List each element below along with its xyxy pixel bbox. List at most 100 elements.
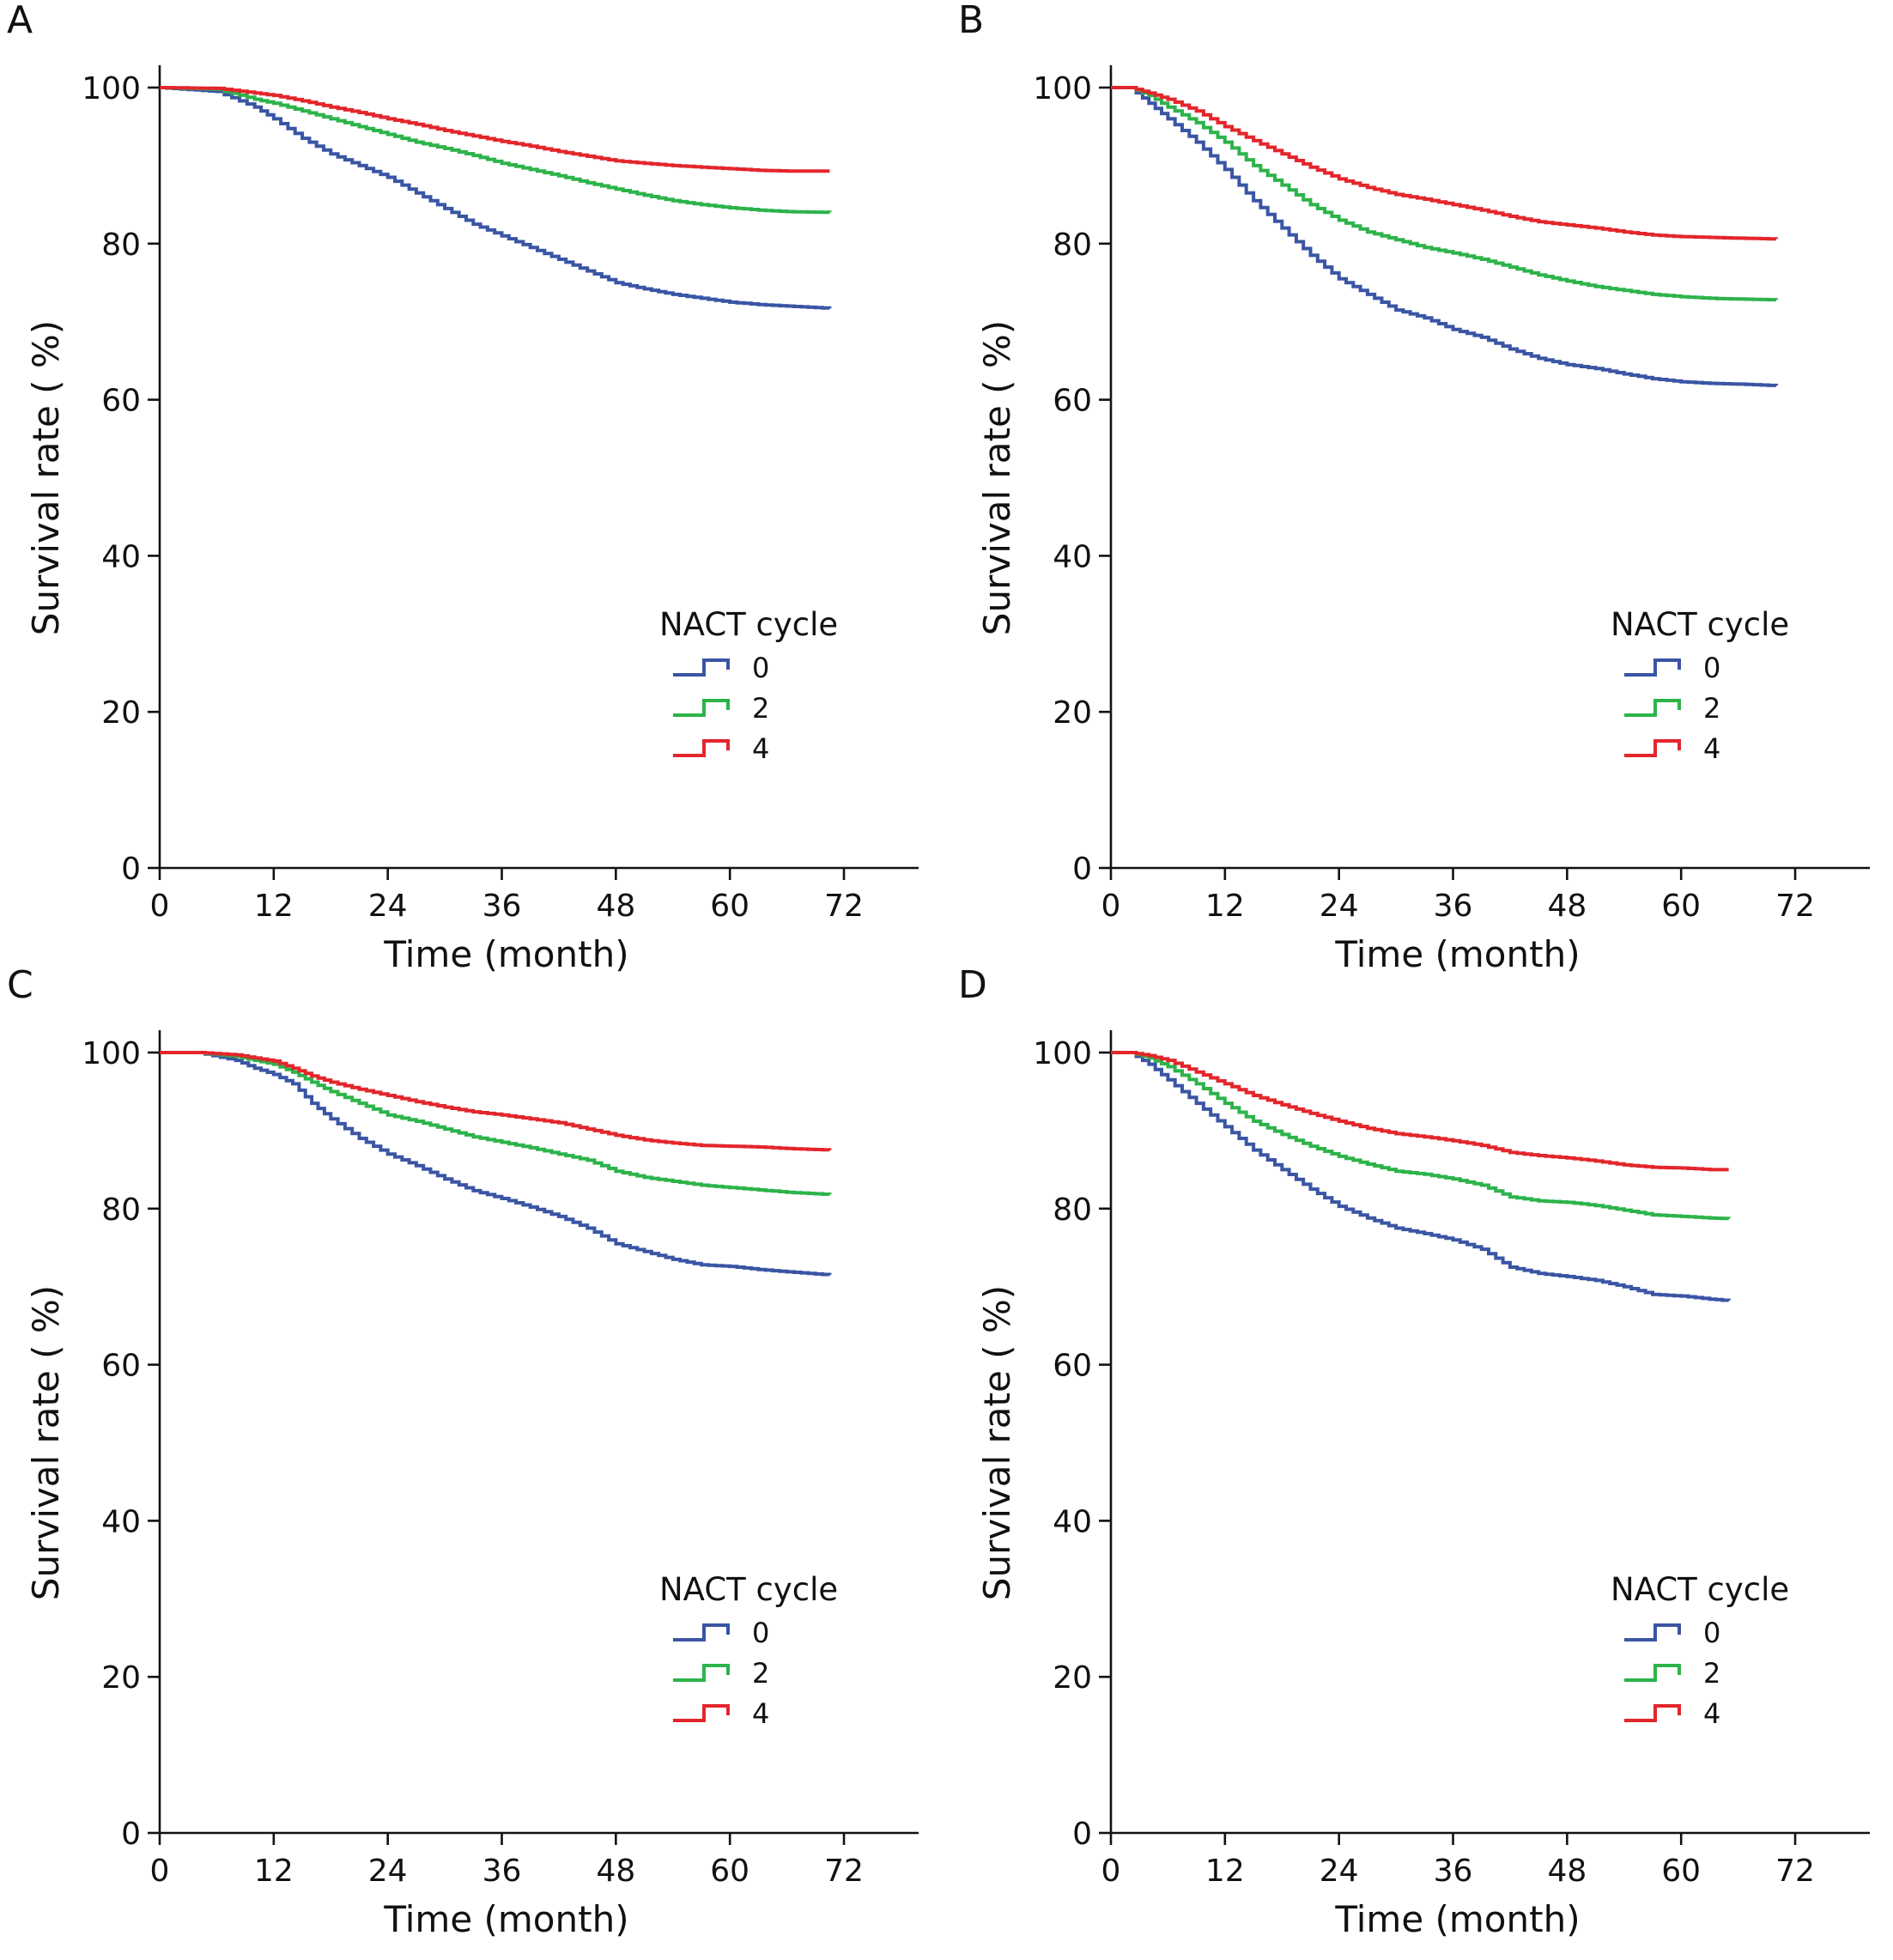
x-tick-label: 72 (824, 1854, 864, 1889)
y-tick-label: 20 (101, 695, 141, 731)
legend-title: NACT cycle (659, 1571, 838, 1608)
legend-key-0 (1624, 658, 1681, 677)
km-curve-nact-0 (1111, 1051, 1731, 1302)
y-tick-label: 0 (1072, 852, 1092, 887)
legend-key-2 (673, 1664, 730, 1682)
legend-label: 4 (752, 732, 769, 765)
legend-key-4 (1624, 1704, 1681, 1722)
legend-label: 0 (752, 1617, 769, 1649)
panel-letter: A (7, 0, 33, 42)
x-tick-label: 48 (1547, 1854, 1587, 1889)
y-tick-label: 40 (1053, 1504, 1092, 1539)
y-tick-label: 60 (101, 384, 141, 419)
km-curve-nact-4 (160, 86, 830, 173)
x-tick-label: 12 (254, 889, 294, 924)
panel-letter: D (958, 963, 987, 1007)
legend-title: NACT cycle (1611, 1571, 1789, 1608)
x-axis-title: Time (month) (383, 933, 628, 975)
panel-letter: B (958, 0, 984, 42)
x-tick-label: 72 (1775, 889, 1815, 924)
km-curve-nact-4 (160, 1051, 832, 1152)
y-tick-label: 60 (1053, 384, 1092, 419)
x-axis-title: Time (month) (383, 1898, 628, 1940)
km-curve-nact-2 (160, 1051, 832, 1196)
km-curve-nact-2 (1111, 1051, 1731, 1221)
x-tick-label: 24 (368, 1854, 408, 1889)
y-tick-label: 100 (82, 1036, 141, 1071)
y-tick-label: 100 (1033, 71, 1092, 106)
legend: NACT cycle 0 2 4 (1611, 606, 1789, 765)
x-tick-label: 48 (596, 1854, 635, 1889)
x-tick-label: 36 (482, 889, 522, 924)
legend-key-4 (1624, 739, 1681, 757)
legend: NACT cycle 0 2 4 (1611, 1571, 1789, 1730)
x-tick-label: 60 (1661, 889, 1701, 924)
x-tick-label: 0 (150, 889, 170, 924)
y-tick-label: 80 (101, 1192, 141, 1228)
y-tick-label: 60 (101, 1349, 141, 1384)
legend-label: 2 (1703, 1657, 1720, 1690)
legend-key-2 (673, 699, 730, 717)
y-tick-label: 80 (1053, 228, 1092, 263)
y-axis-title: Survival rate ( %) (25, 320, 67, 635)
x-tick-label: 48 (596, 889, 635, 924)
y-tick-label: 80 (101, 228, 141, 263)
x-tick-label: 0 (1101, 1854, 1121, 1889)
legend: NACT cycle 0 2 4 (659, 606, 838, 765)
panel-letter: C (7, 963, 33, 1007)
km-curve-nact-2 (1111, 86, 1778, 302)
legend-key-4 (673, 739, 730, 757)
y-tick-label: 0 (1072, 1817, 1092, 1852)
y-tick-label: 20 (1053, 1660, 1092, 1696)
x-tick-label: 24 (1320, 1854, 1359, 1889)
x-tick-label: 12 (1205, 889, 1245, 924)
x-tick-label: 60 (710, 889, 749, 924)
y-tick-label: 80 (1053, 1192, 1092, 1228)
x-tick-label: 72 (824, 889, 864, 924)
x-tick-label: 36 (1434, 1854, 1473, 1889)
y-tick-label: 40 (101, 539, 141, 574)
x-axis-title: Time (month) (1334, 1898, 1580, 1940)
legend-label: 0 (1703, 1617, 1720, 1649)
y-axis-title: Survival rate ( %) (25, 1285, 67, 1600)
legend-title: NACT cycle (659, 606, 838, 643)
legend-key-0 (673, 658, 730, 677)
legend-label: 2 (1703, 692, 1720, 725)
y-tick-label: 60 (1053, 1349, 1092, 1384)
km-curve-nact-0 (1111, 86, 1778, 387)
legend-title: NACT cycle (1611, 606, 1789, 643)
x-tick-label: 60 (710, 1854, 749, 1889)
legend-label: 4 (1703, 732, 1720, 765)
legend-label: 2 (752, 1657, 769, 1690)
x-tick-label: 48 (1547, 889, 1587, 924)
x-tick-label: 36 (482, 1854, 522, 1889)
y-tick-label: 100 (1033, 1036, 1092, 1071)
y-tick-label: 0 (121, 1817, 141, 1852)
x-axis-title: Time (month) (1334, 933, 1580, 975)
km-curve-nact-0 (160, 86, 832, 310)
km-curve-nact-4 (1111, 1051, 1729, 1172)
legend-label: 4 (1703, 1697, 1720, 1730)
x-tick-label: 0 (1101, 889, 1121, 924)
x-tick-label: 72 (1775, 1854, 1815, 1889)
x-tick-label: 24 (1320, 889, 1359, 924)
legend-label: 2 (752, 692, 769, 725)
legend-label: 0 (752, 652, 769, 684)
y-tick-label: 0 (121, 852, 141, 887)
x-tick-label: 24 (368, 889, 408, 924)
y-tick-label: 40 (1053, 539, 1092, 574)
legend-label: 4 (752, 1697, 769, 1730)
x-tick-label: 36 (1434, 889, 1473, 924)
legend-key-4 (673, 1704, 730, 1722)
y-tick-label: 20 (101, 1660, 141, 1696)
x-tick-label: 12 (1205, 1854, 1245, 1889)
legend: NACT cycle 0 2 4 (659, 1571, 838, 1730)
km-curve-nact-0 (160, 1051, 832, 1277)
km-curve-nact-4 (1111, 86, 1778, 241)
legend-key-2 (1624, 1664, 1681, 1682)
x-tick-label: 12 (254, 1854, 294, 1889)
y-axis-title: Survival rate ( %) (976, 1285, 1018, 1600)
